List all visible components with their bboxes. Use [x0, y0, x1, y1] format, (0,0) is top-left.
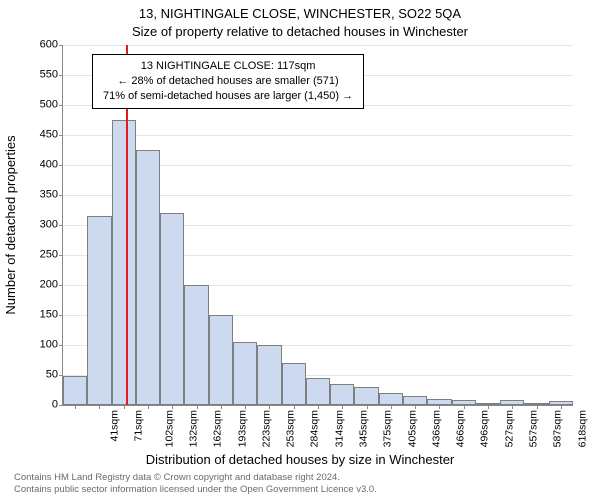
x-tick-mark	[318, 405, 319, 409]
histogram-bar	[403, 396, 427, 405]
histogram-bar	[354, 387, 378, 405]
x-tick-mark	[294, 405, 295, 409]
y-tick-mark	[59, 75, 63, 76]
x-tick-mark	[172, 405, 173, 409]
y-tick-mark	[59, 165, 63, 166]
x-tick-mark	[245, 405, 246, 409]
y-tick-label: 150	[20, 310, 58, 321]
x-tick-mark	[269, 405, 270, 409]
y-tick-mark	[59, 135, 63, 136]
attribution-text: Contains HM Land Registry data © Crown c…	[14, 472, 377, 495]
x-tick-label: 405sqm	[407, 410, 418, 447]
y-tick-mark	[59, 195, 63, 196]
x-tick-mark	[124, 405, 125, 409]
y-tick-label: 450	[20, 130, 58, 141]
x-tick-label: 253sqm	[286, 410, 297, 447]
y-tick-label: 600	[20, 40, 58, 51]
y-tick-mark	[59, 285, 63, 286]
x-tick-mark	[221, 405, 222, 409]
x-tick-mark	[148, 405, 149, 409]
y-tick-label: 50	[20, 370, 58, 381]
page-title-address: 13, NIGHTINGALE CLOSE, WINCHESTER, SO22 …	[0, 6, 600, 21]
annotation-line-2: ← 28% of detached houses are smaller (57…	[103, 74, 353, 89]
x-tick-mark	[367, 405, 368, 409]
x-tick-label: 345sqm	[358, 410, 369, 447]
histogram-bar	[257, 345, 281, 405]
chart-annotation-box: 13 NIGHTINGALE CLOSE: 117sqm ← 28% of de…	[92, 54, 364, 109]
x-tick-mark	[512, 405, 513, 409]
histogram-bar	[136, 150, 160, 405]
x-tick-label: 284sqm	[310, 410, 321, 447]
histogram-bar	[282, 363, 306, 405]
histogram-bar	[379, 393, 403, 405]
y-tick-mark	[59, 405, 63, 406]
y-axis-label: Number of detached properties	[3, 135, 18, 314]
y-tick-mark	[59, 255, 63, 256]
x-tick-mark	[197, 405, 198, 409]
x-tick-label: 41sqm	[110, 410, 121, 442]
y-tick-label: 250	[20, 250, 58, 261]
x-tick-label: 223sqm	[261, 410, 272, 447]
page-subtitle: Size of property relative to detached ho…	[0, 24, 600, 39]
x-tick-label: 314sqm	[334, 410, 345, 447]
x-tick-label: 496sqm	[480, 410, 491, 447]
x-tick-label: 102sqm	[164, 410, 175, 447]
y-tick-label: 300	[20, 220, 58, 231]
y-tick-label: 500	[20, 100, 58, 111]
x-tick-label: 193sqm	[237, 410, 248, 447]
gridline	[63, 45, 573, 46]
histogram-bar	[63, 376, 87, 405]
x-tick-label: 375sqm	[383, 410, 394, 447]
gridline	[63, 135, 573, 136]
x-tick-label: 71sqm	[134, 410, 145, 442]
histogram-bar	[87, 216, 111, 405]
x-tick-label: 162sqm	[213, 410, 224, 447]
x-tick-mark	[561, 405, 562, 409]
x-tick-mark	[415, 405, 416, 409]
x-tick-mark	[439, 405, 440, 409]
y-tick-label: 200	[20, 280, 58, 291]
y-tick-mark	[59, 315, 63, 316]
y-tick-mark	[59, 105, 63, 106]
attribution-line-2: Contains public sector information licen…	[14, 484, 377, 495]
x-tick-mark	[99, 405, 100, 409]
y-tick-label: 350	[20, 190, 58, 201]
x-tick-mark	[537, 405, 538, 409]
x-tick-mark	[391, 405, 392, 409]
histogram-bar	[330, 384, 354, 405]
histogram-bar	[306, 378, 330, 405]
x-tick-label: 618sqm	[577, 410, 588, 447]
x-tick-mark	[488, 405, 489, 409]
attribution-line-1: Contains HM Land Registry data © Crown c…	[14, 472, 377, 483]
histogram-bar	[160, 213, 184, 405]
histogram-bar	[209, 315, 233, 405]
histogram-bar	[233, 342, 257, 405]
y-tick-mark	[59, 45, 63, 46]
x-tick-label: 132sqm	[188, 410, 199, 447]
annotation-line-1: 13 NIGHTINGALE CLOSE: 117sqm	[103, 59, 353, 74]
x-tick-label: 436sqm	[431, 410, 442, 447]
y-tick-label: 100	[20, 340, 58, 351]
x-tick-label: 557sqm	[528, 410, 539, 447]
annotation-line-3: 71% of semi-detached houses are larger (…	[103, 89, 353, 104]
x-tick-label: 466sqm	[456, 410, 467, 447]
x-tick-label: 587sqm	[553, 410, 564, 447]
histogram-bar	[112, 120, 136, 405]
histogram-bar	[184, 285, 208, 405]
y-tick-label: 0	[20, 400, 58, 411]
y-tick-mark	[59, 225, 63, 226]
y-tick-label: 400	[20, 160, 58, 171]
y-tick-label: 550	[20, 70, 58, 81]
x-tick-mark	[75, 405, 76, 409]
x-axis-label: Distribution of detached houses by size …	[0, 452, 600, 467]
x-tick-mark	[464, 405, 465, 409]
x-tick-label: 527sqm	[504, 410, 515, 447]
x-tick-mark	[342, 405, 343, 409]
y-tick-mark	[59, 345, 63, 346]
